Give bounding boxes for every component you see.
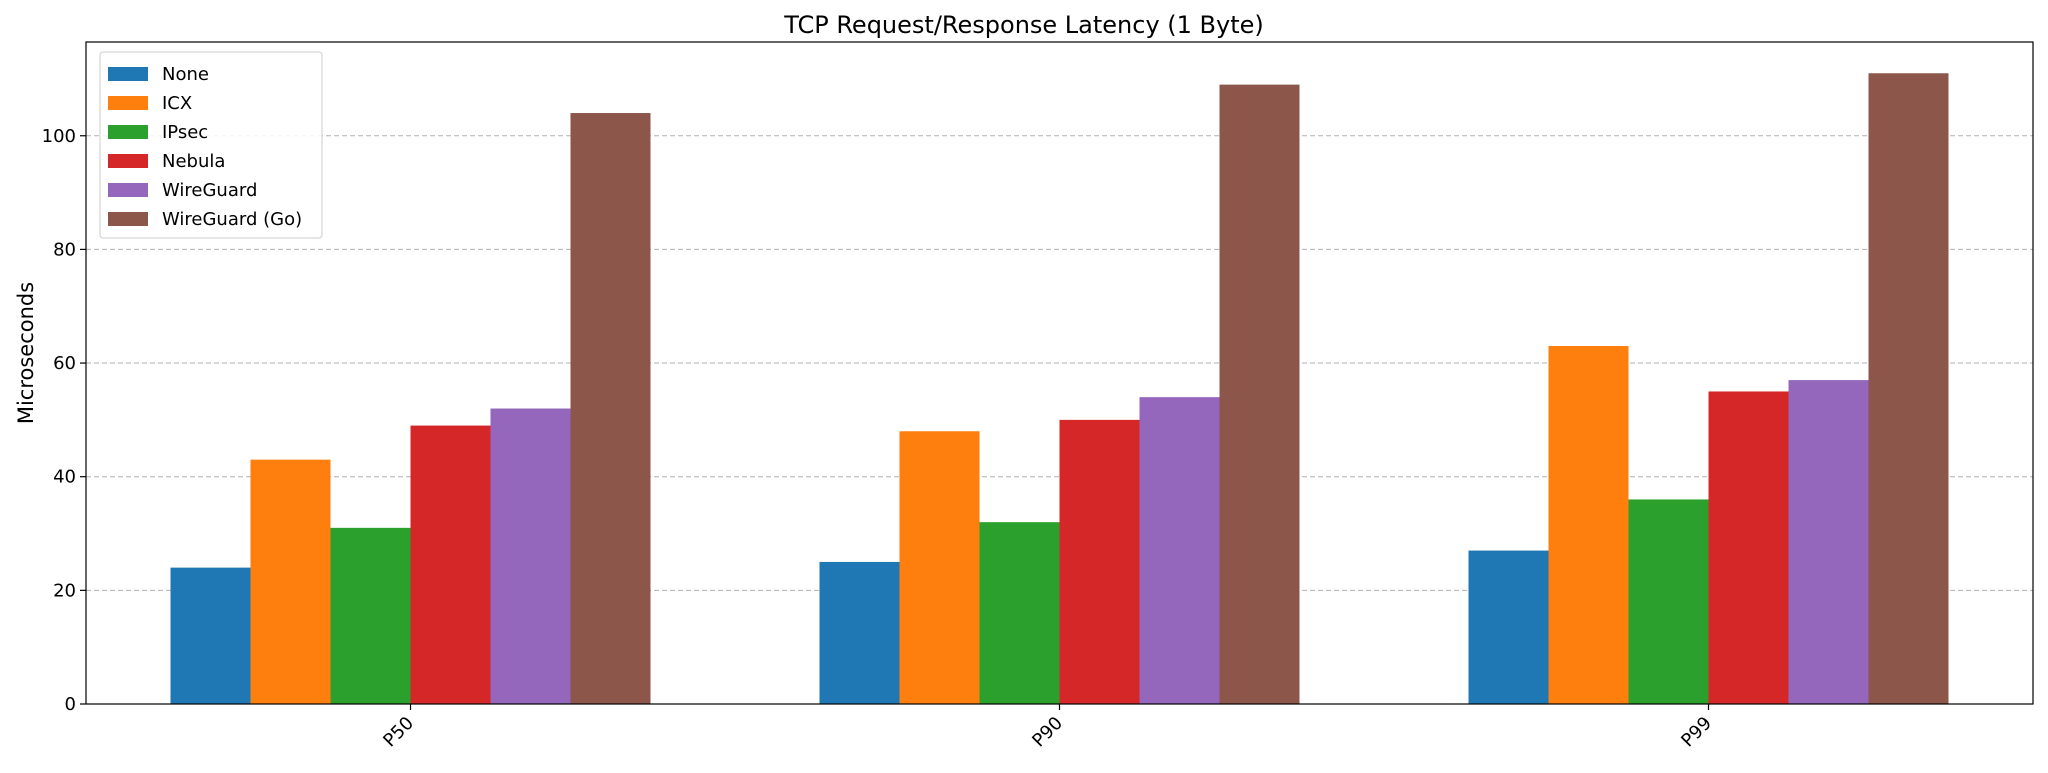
legend-label: WireGuard (Go) xyxy=(162,209,302,230)
bar xyxy=(1139,397,1220,704)
y-tick-label: 100 xyxy=(42,126,76,147)
legend-label: None xyxy=(162,64,209,85)
bar xyxy=(570,113,651,705)
legend-swatch xyxy=(108,96,148,110)
legend-swatch xyxy=(108,183,148,197)
bars xyxy=(170,73,1949,705)
bar xyxy=(979,522,1060,704)
chart-title: TCP Request/Response Latency (1 Byte) xyxy=(783,11,1264,39)
y-tick-label: 60 xyxy=(53,353,76,374)
bar xyxy=(899,431,980,704)
bar xyxy=(1468,550,1549,704)
y-axis-label: Microseconds xyxy=(14,282,38,424)
y-tick-label: 80 xyxy=(53,239,76,260)
legend: None ICX IPsec Nebula WireGuard WireGuard (Go… xyxy=(99,51,323,239)
bar xyxy=(1708,391,1789,704)
legend-label: WireGuard xyxy=(162,180,257,201)
legend-swatch xyxy=(108,212,148,226)
bar xyxy=(1059,419,1140,704)
legend-label: IPsec xyxy=(162,122,208,143)
y-tick-label: 20 xyxy=(53,580,76,601)
bar xyxy=(410,425,491,704)
legend-label: Nebula xyxy=(162,151,225,172)
bar xyxy=(490,408,571,704)
legend-label: ICX xyxy=(162,93,192,114)
y-tick-label: 40 xyxy=(53,467,76,488)
legend-swatch xyxy=(108,125,148,139)
legend-box xyxy=(99,51,323,239)
bar xyxy=(1219,84,1300,704)
bar xyxy=(819,561,900,704)
legend-swatch xyxy=(108,67,148,81)
bar xyxy=(1868,73,1949,704)
bar xyxy=(330,527,411,704)
bar xyxy=(170,567,251,704)
bar xyxy=(1548,346,1629,704)
bar xyxy=(250,459,331,704)
bar xyxy=(1788,380,1869,704)
legend-swatch xyxy=(108,154,148,168)
bar xyxy=(1628,499,1709,704)
y-tick-label: 0 xyxy=(65,694,76,715)
